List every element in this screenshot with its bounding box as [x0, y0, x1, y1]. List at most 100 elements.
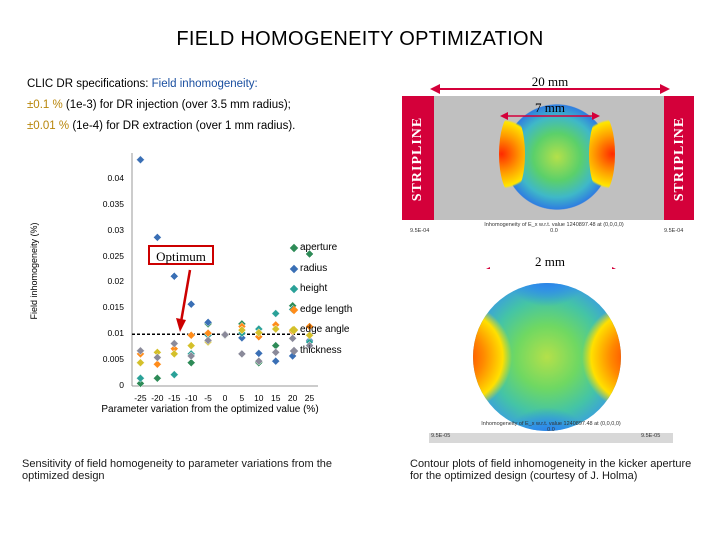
bottom-contour-panel: Inhomogeneity of E_x w.r.t. value 124089… [429, 269, 673, 443]
y-tick-label: 0 [119, 380, 124, 390]
data-point [288, 334, 297, 343]
x-tick-label: 20 [287, 393, 298, 403]
data-point [237, 333, 247, 343]
data-point [153, 233, 162, 242]
data-point [169, 349, 179, 359]
spec-line-1: CLIC DR specifications: Field inhomogene… [27, 78, 258, 90]
data-point [153, 353, 162, 362]
top-contour-scale-right: 9.5E-04 [664, 228, 684, 234]
top-contour-hot-right [589, 114, 615, 194]
data-point [271, 309, 281, 318]
data-point [136, 155, 145, 165]
x-axis-label: Parameter variation from the optimized v… [101, 404, 319, 415]
spec-prefix: CLIC DR specifications: [27, 78, 152, 90]
y-tick-label: 0.04 [107, 172, 124, 183]
data-point [186, 341, 196, 350]
y-tick-label: 0.01 [107, 328, 124, 339]
legend-label: radius [300, 262, 328, 274]
legend-label: edge length [300, 303, 353, 315]
data-point [186, 330, 196, 340]
spec-injection-text: (1e-3) for DR injection (over 3.5 mm rad… [62, 99, 291, 111]
x-tick-label: 0 [222, 393, 228, 403]
x-tick-label: 10 [254, 393, 264, 403]
data-point [220, 330, 230, 340]
dim-7mm-arrow-left [500, 112, 508, 120]
top-contour-meta: Inhomogeneity of E_x w.r.t. value 124089… [454, 222, 654, 234]
series-thickness [136, 330, 314, 366]
bottom-contour-scale-right: 9.5E-05 [641, 433, 661, 439]
data-point [136, 379, 145, 388]
optimum-label: Optimum [148, 245, 214, 265]
bottom-contour-meta-text: Inhomogeneity of E_x w.r.t. value 124089… [481, 421, 621, 427]
bottom-contour-footer [429, 433, 673, 443]
top-contour-scale-left: 9.5E-04 [410, 228, 430, 234]
data-point [203, 336, 213, 345]
spec-highlight: Field inhomogeneity: [151, 78, 258, 90]
data-point [254, 356, 264, 366]
data-point [271, 324, 281, 334]
y-tick-label: 0.015 [102, 302, 124, 313]
stripline-left-bar [402, 96, 434, 220]
optimum-arrow [179, 269, 192, 323]
data-point [305, 249, 314, 259]
optimum-arrow-head [176, 318, 186, 332]
legend-label: height [300, 283, 328, 294]
spec-extraction-tolerance: ±0.01 % [27, 120, 70, 132]
legend-label: edge angle [300, 324, 350, 335]
slide-title: FIELD HOMOGENEITY OPTIMIZATION [176, 28, 544, 50]
data-point [305, 330, 314, 340]
data-point [153, 359, 162, 369]
data-point [237, 325, 247, 335]
y-tick-label: 0.025 [102, 250, 124, 261]
dim-20mm-arrow-right [660, 84, 670, 94]
top-contour-meta-text: Inhomogeneity of E_x w.r.t. value 124089… [484, 222, 624, 228]
data-point [136, 373, 145, 383]
x-tick-label: -25 [134, 393, 147, 403]
dim-7mm-label: 7 mm [535, 100, 565, 115]
bottom-contour-meta-value: 0.0 [547, 427, 555, 433]
data-point [186, 351, 196, 361]
data-point [136, 346, 145, 356]
data-point [271, 356, 281, 366]
x-tick-label: 15 [270, 393, 281, 403]
bottom-contour-aperture [473, 283, 621, 431]
x-tick-label: 25 [304, 393, 315, 403]
x-tick-label: -20 [151, 393, 164, 403]
y-tick-label: 0.02 [107, 276, 124, 287]
y-tick-label: 0.03 [107, 224, 124, 235]
data-point [186, 358, 196, 368]
data-point [136, 358, 145, 368]
spec-injection-tolerance: ±0.1 % [27, 99, 63, 111]
top-contour-meta-value: 0.0 [550, 228, 558, 234]
data-point [169, 271, 179, 281]
data-point [305, 322, 314, 331]
data-point [153, 373, 162, 383]
x-tick-label: -5 [204, 393, 212, 403]
dim-20mm-label: 20 mm [531, 74, 569, 89]
y-tick-label: 0.005 [102, 354, 124, 365]
bottom-contour-scale-left: 9.5E-05 [431, 433, 451, 439]
dim-7mm-arrow-right [592, 112, 600, 120]
data-point [254, 328, 264, 338]
legend-label: aperture [300, 242, 338, 253]
spec-line-2: ±0.1 % (1e-3) for DR injection (over 3.5… [27, 99, 291, 111]
y-tick-label: 0.035 [102, 198, 124, 209]
bottom-contour-hot-left [473, 305, 513, 409]
x-tick-label: -15 [168, 393, 181, 403]
top-contour-hot-left [499, 114, 525, 194]
data-point [237, 349, 247, 359]
bottom-contour-hot-right [581, 305, 621, 409]
data-point [271, 347, 281, 357]
stripline-right-bar [664, 96, 694, 220]
spec-line-3: ±0.01 % (1e-4) for DR extraction (over 1… [27, 120, 295, 132]
caption-left: Sensitivity of field homogeneity to para… [22, 458, 332, 482]
data-point [169, 370, 179, 379]
dim-2mm-label: 2 mm [535, 254, 565, 269]
data-point [203, 317, 213, 327]
data-point [186, 299, 196, 309]
spec-extraction-text: (1e-4) for DR extraction (over 1 mm radi… [69, 120, 296, 132]
bottom-contour-cold-top [507, 283, 587, 313]
x-tick-label: 5 [239, 393, 245, 403]
bottom-contour-meta: Inhomogeneity of E_x w.r.t. value 124089… [459, 421, 643, 433]
